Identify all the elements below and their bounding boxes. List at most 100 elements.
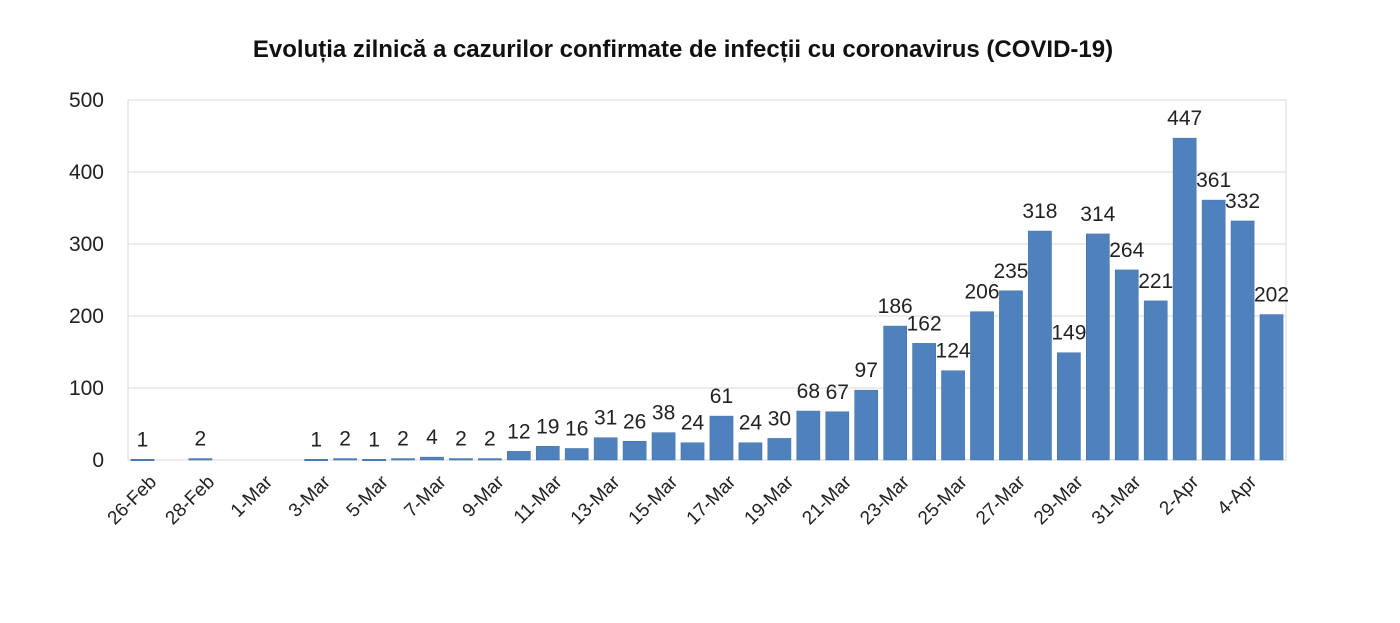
- data-label-9-Mar: 2: [484, 428, 496, 451]
- bar-4-Mar: [333, 458, 357, 461]
- data-label-15-Mar: 38: [652, 402, 675, 425]
- bar-7-Mar: [420, 456, 444, 461]
- data-label-31-Mar: 264: [1109, 239, 1144, 262]
- x-tick-label: 27-Mar: [972, 471, 1030, 529]
- bar-1-Apr: [1143, 300, 1168, 461]
- x-tick-label: 25-Mar: [914, 471, 972, 529]
- bar-26-Feb: [130, 459, 155, 462]
- bar-27-Mar: [999, 290, 1023, 461]
- y-tick-label: 100: [69, 377, 104, 400]
- data-label-22-Mar: 97: [855, 359, 878, 382]
- bar-11-Mar: [535, 446, 560, 461]
- data-label-16-Mar: 24: [681, 412, 705, 435]
- x-tick-label: 23-Mar: [856, 471, 914, 529]
- x-tick-label: 21-Mar: [798, 471, 856, 529]
- chart-title: Evoluția zilnică a cazurilor confirmate …: [253, 36, 1113, 63]
- x-tick-label: 29-Mar: [1030, 471, 1088, 529]
- bar-5-Mar: [362, 459, 386, 462]
- data-label-23-Mar: 186: [878, 295, 913, 318]
- bar-3-Apr: [1201, 199, 1226, 461]
- bar-19-Mar: [767, 438, 792, 461]
- bar-31-Mar: [1114, 269, 1139, 461]
- data-label-7-Mar: 4: [426, 426, 438, 449]
- x-tick-label: 15-Mar: [625, 471, 683, 529]
- data-label-10-Mar: 12: [507, 420, 530, 443]
- y-tick-label: 300: [69, 233, 104, 256]
- x-tick-label: 26-Feb: [104, 472, 161, 529]
- data-label-4-Mar: 2: [339, 428, 351, 451]
- bar-6-Mar: [391, 458, 415, 461]
- data-label-27-Mar: 235: [993, 260, 1028, 283]
- bar-30-Mar: [1085, 233, 1110, 461]
- data-label-14-Mar: 26: [623, 410, 646, 433]
- bar-2-Apr: [1172, 137, 1197, 461]
- data-label-4-Apr: 332: [1225, 190, 1260, 213]
- x-tick-label: 19-Mar: [741, 471, 799, 529]
- bar-25-Mar: [941, 370, 965, 461]
- x-tick-label: 2-Apr: [1156, 471, 1204, 519]
- bar-16-Mar: [680, 442, 705, 461]
- plot-area-border: [127, 99, 1287, 461]
- x-axis-ticks: 26-Feb 28-Feb 1-Mar 3-Mar 5-Mar 7-Mar 9-Mar 11-…: [104, 471, 1262, 529]
- data-label-12-Mar: 16: [565, 417, 588, 440]
- bar-5-Apr: [1259, 314, 1284, 461]
- data-label-3-Apr: 361: [1196, 169, 1231, 192]
- bar-18-Mar: [738, 442, 763, 461]
- bar-22-Mar: [854, 389, 879, 461]
- bar-23-Mar: [883, 325, 908, 461]
- data-label-24-Mar: 162: [907, 312, 942, 335]
- data-label-20-Mar: 68: [797, 380, 820, 403]
- y-tick-label: 200: [69, 305, 104, 328]
- data-label-11-Mar: 19: [536, 415, 559, 438]
- bar-21-Mar: [825, 411, 850, 461]
- x-tick-label: 31-Mar: [1088, 471, 1146, 529]
- bar-8-Mar: [449, 458, 473, 461]
- bar-12-Mar: [564, 448, 589, 461]
- data-label-26-Feb: 1: [137, 428, 149, 451]
- data-label-30-Mar: 314: [1080, 203, 1115, 226]
- x-tick-label: 3-Mar: [285, 471, 335, 521]
- data-label-21-Mar: 67: [826, 381, 849, 404]
- data-label-3-Mar: 1: [310, 428, 322, 451]
- bar-10-Mar: [506, 451, 531, 461]
- data-label-5-Mar: 1: [368, 428, 380, 451]
- bar-26-Mar: [970, 311, 994, 461]
- x-tick-label: 9-Mar: [459, 471, 509, 521]
- data-label-26-Mar: 206: [965, 281, 1000, 304]
- data-label-25-Mar: 124: [936, 340, 971, 363]
- x-tick-label: 1-Mar: [227, 471, 277, 521]
- data-label-2-Apr: 447: [1167, 107, 1202, 130]
- bar-24-Mar: [912, 343, 936, 461]
- bar-20-Mar: [796, 410, 821, 461]
- bar-4-Apr: [1230, 220, 1255, 461]
- bars: [130, 137, 1284, 462]
- bar-29-Mar: [1057, 352, 1081, 461]
- y-tick-label: 0: [92, 449, 104, 472]
- data-label-1-Apr: 221: [1138, 270, 1173, 293]
- x-tick-label: 4-Apr: [1213, 471, 1261, 519]
- bar-28-Feb: [188, 458, 213, 461]
- y-axis-ticks: 0 100 200 300 400 500: [69, 89, 104, 472]
- bar-17-Mar: [709, 415, 734, 461]
- x-tick-label: 7-Mar: [401, 471, 451, 521]
- bar-13-Mar: [593, 437, 618, 461]
- x-tick-label: 13-Mar: [567, 471, 625, 529]
- data-label-5-Apr: 202: [1254, 284, 1289, 307]
- bar-28-Mar: [1028, 230, 1052, 461]
- bar-3-Mar: [304, 459, 329, 462]
- x-tick-label: 11-Mar: [510, 471, 567, 528]
- data-label-19-Mar: 30: [768, 407, 791, 430]
- data-label-8-Mar: 2: [455, 428, 467, 451]
- data-label-13-Mar: 31: [594, 407, 617, 430]
- bar-9-Mar: [478, 458, 502, 461]
- x-tick-label: 28-Feb: [162, 472, 219, 529]
- data-label-28-Feb: 2: [195, 428, 207, 451]
- bar-15-Mar: [651, 432, 676, 461]
- data-label-29-Mar: 149: [1051, 322, 1086, 345]
- bar-14-Mar: [622, 441, 647, 461]
- y-tick-label: 400: [69, 161, 104, 184]
- x-tick-label: 5-Mar: [343, 471, 393, 521]
- x-tick-label: 17-Mar: [683, 471, 741, 529]
